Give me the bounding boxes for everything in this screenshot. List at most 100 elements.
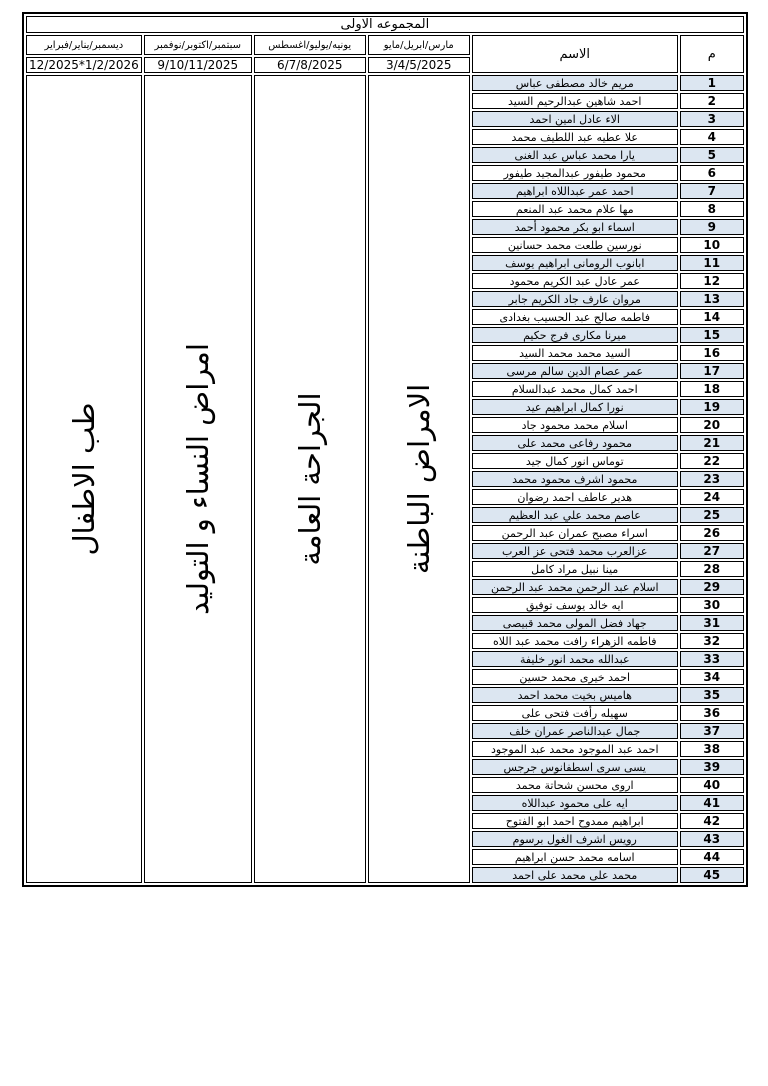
header-dates-row: 3/4/5/2025 6/7/8/2025 9/10/11/2025 12/20… xyxy=(26,57,744,73)
table-row: 37 جمال عبدالناصر عمران خلف xyxy=(26,723,744,739)
row-number-cell: 43 xyxy=(679,831,744,847)
row-number-cell: 36 xyxy=(679,705,744,721)
period-dates-1: 6/7/8/2025 xyxy=(253,57,366,73)
row-number-cell: 38 xyxy=(679,741,744,757)
row-number-cell: 40 xyxy=(679,777,744,793)
row-number-cell: 31 xyxy=(679,615,744,631)
student-name-cell: اسماء ابو بكر محمود أحمد xyxy=(471,219,678,235)
row-number-cell: 27 xyxy=(679,543,744,559)
table-row: 31 جهاد فضل المولى محمد قبيصى xyxy=(26,615,744,631)
row-number-cell: 2 xyxy=(679,93,744,109)
table-row: 17 عمر عصام الدين سالم مرسى xyxy=(26,363,744,379)
row-number-cell: 29 xyxy=(679,579,744,595)
table-row: 15 ميرنا مكارى فرج حكيم xyxy=(26,327,744,343)
student-name-cell: عاصم محمد علي عبد العظيم xyxy=(471,507,678,523)
row-number-cell: 17 xyxy=(679,363,744,379)
table-row: 11 ابانوب الرومانى ابراهيم يوسف xyxy=(26,255,744,271)
student-name-cell: ميرنا مكارى فرج حكيم xyxy=(471,327,678,343)
table-row: 12 عمر عادل عبد الكريم محمود xyxy=(26,273,744,289)
student-name-cell: نورسين طلعت محمد حسانين xyxy=(471,237,678,253)
student-name-cell: مها علام محمد عبد المنعم xyxy=(471,201,678,217)
row-number-cell: 1 xyxy=(679,75,744,91)
student-name-cell: هدير عاطف احمد رضوان xyxy=(471,489,678,505)
table-row: 24 هدير عاطف احمد رضوان xyxy=(26,489,744,505)
row-number-cell: 20 xyxy=(679,417,744,433)
row-number-cell: 18 xyxy=(679,381,744,397)
student-name-cell: اسامه محمد حسن ابراهيم xyxy=(471,849,678,865)
student-name-cell: احمد خيرى محمد حسين xyxy=(471,669,678,685)
table-row: 45 محمد على محمد على احمد xyxy=(26,867,744,883)
student-name-cell: احمد عبد الموجود محمد عبد الموجود xyxy=(471,741,678,757)
row-number-cell: 21 xyxy=(679,435,744,451)
table-row: 40 اروى محسن شحاتة محمد xyxy=(26,777,744,793)
table-row: 3 الاء عادل امين احمد xyxy=(26,111,744,127)
student-name-cell: محمد على محمد على احمد xyxy=(471,867,678,883)
table-row: 27 عزالعرب محمد فتحى عز العرب xyxy=(26,543,744,559)
student-name-cell: عبدالله محمد انور خليفة xyxy=(471,651,678,667)
student-name-cell: عمر عادل عبد الكريم محمود xyxy=(471,273,678,289)
table-row: 22 توماس انور كمال جيد xyxy=(26,453,744,469)
student-name-cell: مينا نبيل مراد كامل xyxy=(471,561,678,577)
row-number-cell: 6 xyxy=(679,165,744,181)
period-months-0: مارس/ابريل/مايو xyxy=(367,35,470,55)
table-row: 38 احمد عبد الموجود محمد عبد الموجود xyxy=(26,741,744,757)
table-row: 28 مينا نبيل مراد كامل xyxy=(26,561,744,577)
row-number-cell: 12 xyxy=(679,273,744,289)
table-row: 10 نورسين طلعت محمد حسانين xyxy=(26,237,744,253)
row-number-cell: 15 xyxy=(679,327,744,343)
student-name-cell: ايه خالد يوسف توفيق xyxy=(471,597,678,613)
table-row: 4 علا عطيه عبد اللطيف محمد xyxy=(26,129,744,145)
table-row: 23 محمود اشرف محمود محمد xyxy=(26,471,744,487)
table-row: 8 مها علام محمد عبد المنعم xyxy=(26,201,744,217)
table-row: 35 هاميس بخيت محمد احمد xyxy=(26,687,744,703)
table-row: 1 مريم خالد مصطفى عباس الامراض الباطنة ا… xyxy=(26,75,744,883)
table-row: 20 اسلام محمد محمود جاد xyxy=(26,417,744,433)
student-name-cell: ابانوب الرومانى ابراهيم يوسف xyxy=(471,255,678,271)
specialty-label: الامراض الباطنة xyxy=(401,383,436,575)
specialty-cell-3: طب الاطفال xyxy=(26,75,142,883)
student-name-cell: هاميس بخيت محمد احمد xyxy=(471,687,678,703)
specialty-label: طب الاطفال xyxy=(66,402,101,556)
student-name-cell: اسراء مصبح عمران عبد الرحمن xyxy=(471,525,678,541)
period-dates-0: 3/4/5/2025 xyxy=(367,57,470,73)
table-row: 16 السيد محمد محمد السيد xyxy=(26,345,744,361)
table-row: 25 عاصم محمد علي عبد العظيم xyxy=(26,507,744,523)
row-number-cell: 39 xyxy=(679,759,744,775)
table-row: 36 سهيله رأفت فتحى على xyxy=(26,705,744,721)
row-number-cell: 3 xyxy=(679,111,744,127)
table-row: 6 محمود طيفور عبدالمجيد طيفور xyxy=(26,165,744,181)
student-name-cell: توماس انور كمال جيد xyxy=(471,453,678,469)
student-name-cell: سهيله رأفت فتحى على xyxy=(471,705,678,721)
row-number-cell: 44 xyxy=(679,849,744,865)
period-months-3: ديسمبر/يناير/فبراير xyxy=(26,35,142,55)
row-number-cell: 42 xyxy=(679,813,744,829)
specialty-label: امراض النساء و التوليد xyxy=(180,343,215,615)
table-row: 43 رويس اشرف الغول برسوم xyxy=(26,831,744,847)
row-number-cell: 41 xyxy=(679,795,744,811)
table-row: 21 محمود رفاعى محمد على xyxy=(26,435,744,451)
row-number-cell: 7 xyxy=(679,183,744,199)
column-header-name: الاسم xyxy=(471,35,678,73)
table-row: 34 احمد خيرى محمد حسين xyxy=(26,669,744,685)
row-number-cell: 4 xyxy=(679,129,744,145)
row-number-cell: 26 xyxy=(679,525,744,541)
student-name-cell: عزالعرب محمد فتحى عز العرب xyxy=(471,543,678,559)
student-name-cell: ابراهيم ممدوح احمد ابو الفتوح xyxy=(471,813,678,829)
table-row: 42 ابراهيم ممدوح احمد ابو الفتوح xyxy=(26,813,744,829)
row-number-cell: 28 xyxy=(679,561,744,577)
table-row: 26 اسراء مصبح عمران عبد الرحمن xyxy=(26,525,744,541)
student-name-cell: مروان عارف جاد الكريم جابر xyxy=(471,291,678,307)
student-name-cell: السيد محمد محمد السيد xyxy=(471,345,678,361)
row-number-cell: 13 xyxy=(679,291,744,307)
student-name-cell: ايه على محمود عبداللاه xyxy=(471,795,678,811)
row-number-cell: 32 xyxy=(679,633,744,649)
student-name-cell: نورا كمال ابراهيم عيد xyxy=(471,399,678,415)
student-name-cell: فاطمه صالح عبد الحسيب بغدادى xyxy=(471,309,678,325)
row-number-cell: 5 xyxy=(679,147,744,163)
student-name-cell: محمود اشرف محمود محمد xyxy=(471,471,678,487)
student-name-cell: احمد عمر عبداللاه ابراهيم xyxy=(471,183,678,199)
student-name-cell: رويس اشرف الغول برسوم xyxy=(471,831,678,847)
specialty-cell-0: الامراض الباطنة xyxy=(367,75,470,883)
row-number-cell: 8 xyxy=(679,201,744,217)
row-number-cell: 33 xyxy=(679,651,744,667)
